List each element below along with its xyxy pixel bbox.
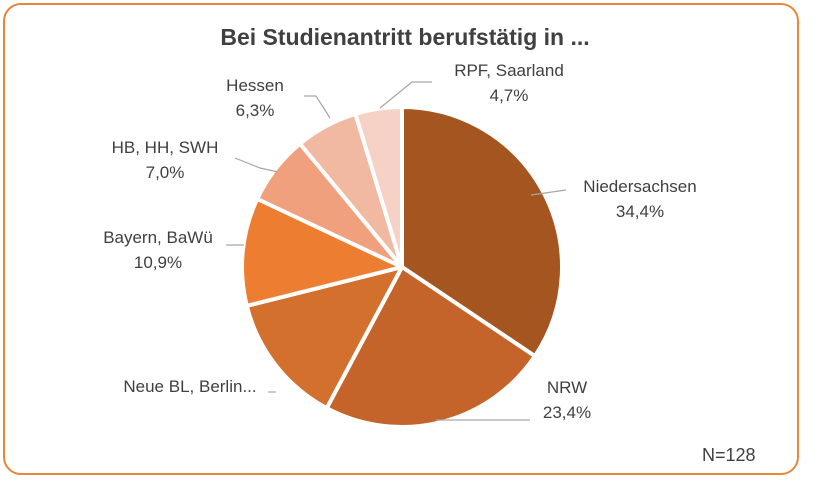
slice-label: Hessen	[226, 76, 284, 95]
slice-value-label: 6,3%	[236, 101, 275, 120]
slice-label: RPF, Saarland	[454, 61, 564, 80]
slice-value-label: 10,9%	[134, 253, 182, 272]
slice-value-label: 4,7%	[490, 86, 529, 105]
pie-slice	[240, 196, 404, 308]
leader-line	[304, 95, 331, 119]
leader-line	[530, 189, 567, 196]
pie-slice	[324, 265, 537, 429]
leader-line	[234, 157, 279, 173]
slice-label: HB, HH, SWH	[112, 138, 219, 157]
pie-slice	[244, 265, 404, 411]
sample-size-note: N=128	[702, 445, 756, 465]
chart-title: Bei Studienantritt berufstätig in ...	[220, 24, 590, 50]
pie-slice	[353, 105, 404, 269]
slice-label: Bayern, BaWü	[103, 228, 213, 247]
leader-line	[379, 81, 432, 109]
slice-value-label: 34,4%	[616, 202, 664, 221]
slice-value-label: 7,0%	[146, 163, 185, 182]
pie-slice	[400, 105, 564, 359]
slice-value-label: 23,4%	[543, 403, 591, 422]
slice-label: Niedersachsen	[583, 177, 696, 196]
slice-label: NRW	[547, 378, 587, 397]
slice-label: Neue BL, Berlin...	[123, 377, 256, 396]
